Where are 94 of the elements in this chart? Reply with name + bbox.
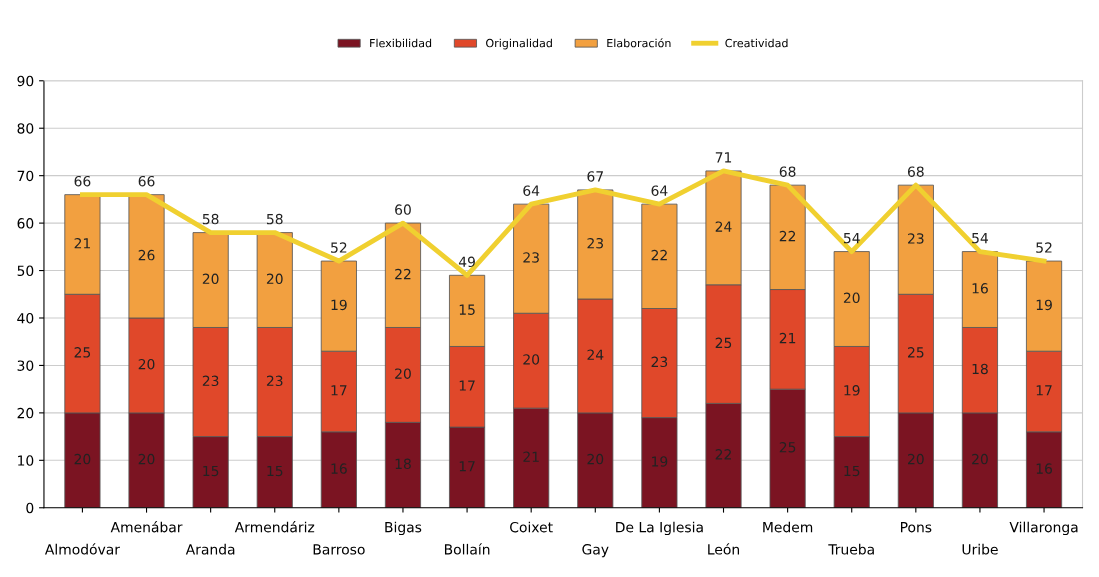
data-label: 52 [1036, 242, 1052, 253]
x-tick-label: Gay [582, 544, 609, 558]
x-tick-label: Villaronga [1009, 521, 1078, 536]
data-label: 19 [652, 456, 668, 467]
data-label: 64 [651, 185, 668, 196]
x-tick-label: Almodóvar [44, 543, 120, 555]
y-tick-label: 80 [17, 123, 34, 134]
data-label: 17 [331, 385, 347, 396]
data-label: 21 [523, 451, 539, 462]
data-label: 20 [138, 453, 155, 465]
data-label: 54 [972, 233, 988, 244]
data-label: 17 [459, 461, 475, 472]
y-tick-label: 90 [17, 75, 34, 87]
x-tick-label: Bigas [385, 521, 422, 536]
y-tick-label: 60 [17, 218, 34, 229]
data-label: 23 [266, 375, 283, 387]
data-label: 24 [587, 349, 604, 360]
data-label: 20 [202, 273, 219, 285]
data-label: 49 [458, 256, 475, 268]
data-label: 26 [138, 249, 155, 261]
x-tick-label: De La Iglesia [616, 521, 703, 536]
data-label: 15 [459, 304, 475, 315]
x-tick-label: Amenábar [110, 521, 183, 533]
data-label: 23 [587, 237, 604, 249]
data-label: 58 [266, 213, 283, 225]
data-label: 19 [331, 299, 347, 311]
x-tick-label: Aranda [185, 543, 235, 555]
data-label: 22 [651, 249, 667, 261]
x-tick-label: Bollaín [444, 543, 490, 555]
y-tick-label: 10 [18, 455, 34, 466]
y-tick-label: 30 [17, 360, 34, 371]
data-label: 68 [907, 166, 924, 177]
data-label: 58 [202, 213, 219, 225]
data-label: 19 [844, 385, 860, 396]
data-label: 20 [908, 453, 924, 465]
data-label: 54 [843, 233, 860, 244]
x-tick-label: Pons [900, 522, 932, 533]
data-label: 25 [74, 347, 91, 358]
legend-label: Elaboración [607, 38, 671, 48]
data-label: 20 [587, 453, 604, 465]
data-label: 17 [459, 380, 475, 391]
x-tick-label: León [708, 543, 739, 555]
data-label: 22 [395, 268, 411, 280]
data-label: 16 [331, 463, 347, 474]
data-label: 25 [779, 441, 796, 453]
data-label: 66 [138, 175, 155, 187]
y-tick-label: 40 [17, 312, 34, 324]
data-label: 16 [972, 283, 988, 294]
data-label: 68 [779, 166, 796, 177]
data-label: 60 [395, 204, 411, 215]
data-label: 20 [138, 358, 155, 370]
data-label: 52 [331, 242, 347, 253]
data-label: 22 [715, 449, 731, 460]
data-label: 20 [74, 453, 91, 465]
data-label: 71 [715, 152, 732, 163]
data-label: 25 [908, 347, 924, 358]
data-label: 23 [651, 356, 668, 368]
data-label: 22 [779, 230, 796, 242]
data-label: 66 [74, 175, 91, 187]
data-label: 18 [972, 363, 988, 375]
legend-label: Originalidad [486, 38, 552, 50]
data-label: 16 [1036, 463, 1053, 474]
data-label: 25 [715, 337, 732, 349]
data-label: 23 [523, 252, 539, 263]
legend-label: Creatividad [725, 38, 788, 48]
data-label: 23 [202, 375, 219, 387]
x-tick-label: Coixet [510, 521, 553, 533]
x-tick-label: Uribe [962, 543, 998, 555]
data-label: 20 [972, 453, 988, 465]
data-label: 20 [395, 368, 411, 379]
data-label: 67 [587, 171, 603, 182]
data-label: 20 [843, 292, 860, 304]
y-tick-label: 50 [17, 265, 34, 277]
x-tick-label: Medem [763, 521, 813, 533]
data-label: 23 [908, 233, 924, 244]
x-tick-label: Armendáriz [234, 521, 315, 533]
legend-label: Flexibilidad [370, 38, 432, 48]
data-label: 18 [395, 458, 411, 470]
data-label: 24 [715, 221, 732, 232]
y-tick-label: 70 [17, 170, 34, 182]
data-label: 64 [523, 185, 540, 196]
data-label: 15 [844, 465, 860, 477]
x-tick-label: Trueba [828, 543, 874, 555]
data-label: 21 [74, 237, 90, 249]
data-label: 15 [267, 465, 283, 477]
data-label: 15 [203, 465, 219, 477]
x-tick-label: Barroso [313, 544, 365, 555]
data-label: 20 [523, 354, 540, 365]
data-label: 17 [1036, 385, 1052, 396]
y-tick-label: 20 [17, 407, 34, 419]
y-tick-label: 0 [26, 502, 34, 514]
data-label: 20 [266, 273, 283, 285]
data-label: 19 [1036, 299, 1052, 311]
data-label: 21 [779, 332, 796, 344]
